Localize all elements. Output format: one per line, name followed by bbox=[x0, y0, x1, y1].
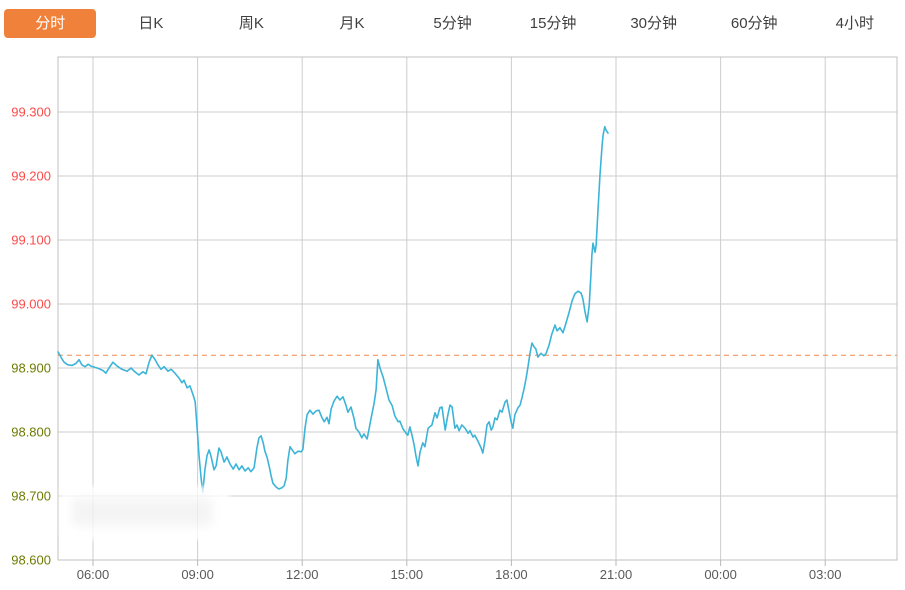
tab-15min[interactable]: 15分钟 bbox=[503, 9, 604, 38]
price-line bbox=[57, 125, 609, 494]
x-axis-label: 12:00 bbox=[286, 567, 319, 582]
y-axis-label: 99.200 bbox=[11, 169, 51, 184]
tab-15min-label: 15分钟 bbox=[529, 14, 577, 32]
tab-5min[interactable]: 5分钟 bbox=[402, 9, 503, 38]
tab-bar: 分时 日K 周K 月K 5分钟 15分钟 30分钟 60分钟 4小时 bbox=[0, 0, 905, 46]
tab-60min-label: 60分钟 bbox=[730, 14, 778, 32]
x-axis-label: 06:00 bbox=[77, 567, 110, 582]
tab-month-k-label: 月K bbox=[339, 14, 365, 32]
tab-fenshi[interactable]: 分时 bbox=[0, 8, 101, 38]
tab-day-k-label: 日K bbox=[138, 14, 164, 32]
x-axis-label: 21:00 bbox=[600, 567, 633, 582]
y-axis-label: 98.700 bbox=[11, 489, 51, 504]
x-axis-labels: 06:00 09:00 12:00 15:00 18:00 21:00 00:00 03:00 bbox=[77, 567, 842, 582]
tab-month-k[interactable]: 月K bbox=[302, 9, 403, 38]
x-axis-label: 09:00 bbox=[181, 567, 214, 582]
y-axis-label: 99.000 bbox=[11, 297, 51, 312]
y-axis-label: 98.600 bbox=[11, 553, 51, 568]
grid-lines bbox=[58, 57, 897, 561]
y-axis-label: 98.900 bbox=[11, 361, 51, 376]
tab-day-k[interactable]: 日K bbox=[101, 9, 202, 38]
tab-fenshi-label: 分时 bbox=[4, 8, 97, 38]
tab-week-k[interactable]: 周K bbox=[201, 9, 302, 38]
x-axis-label: 18:00 bbox=[495, 567, 528, 582]
y-axis-label: 99.100 bbox=[11, 233, 51, 248]
x-axis-label: 03:00 bbox=[809, 567, 842, 582]
tab-4hour[interactable]: 4小时 bbox=[805, 9, 905, 38]
tab-60min[interactable]: 60分钟 bbox=[704, 9, 805, 38]
tab-30min[interactable]: 30分钟 bbox=[603, 9, 704, 38]
x-axis-ticks bbox=[92, 560, 826, 566]
x-axis-label: 15:00 bbox=[391, 567, 424, 582]
tab-week-k-label: 周K bbox=[238, 14, 264, 32]
y-axis-label: 98.800 bbox=[11, 425, 51, 440]
tab-5min-label: 5分钟 bbox=[433, 14, 472, 32]
y-axis-labels: 99.300 99.200 99.100 99.000 98.900 98.800 98.7… bbox=[11, 105, 51, 568]
y-axis-label: 99.300 bbox=[11, 105, 51, 120]
tab-30min-label: 30分钟 bbox=[630, 14, 677, 32]
x-axis-label: 00:00 bbox=[704, 567, 737, 582]
plot-border bbox=[57, 56, 898, 561]
tab-4hour-label: 4小时 bbox=[835, 14, 874, 32]
